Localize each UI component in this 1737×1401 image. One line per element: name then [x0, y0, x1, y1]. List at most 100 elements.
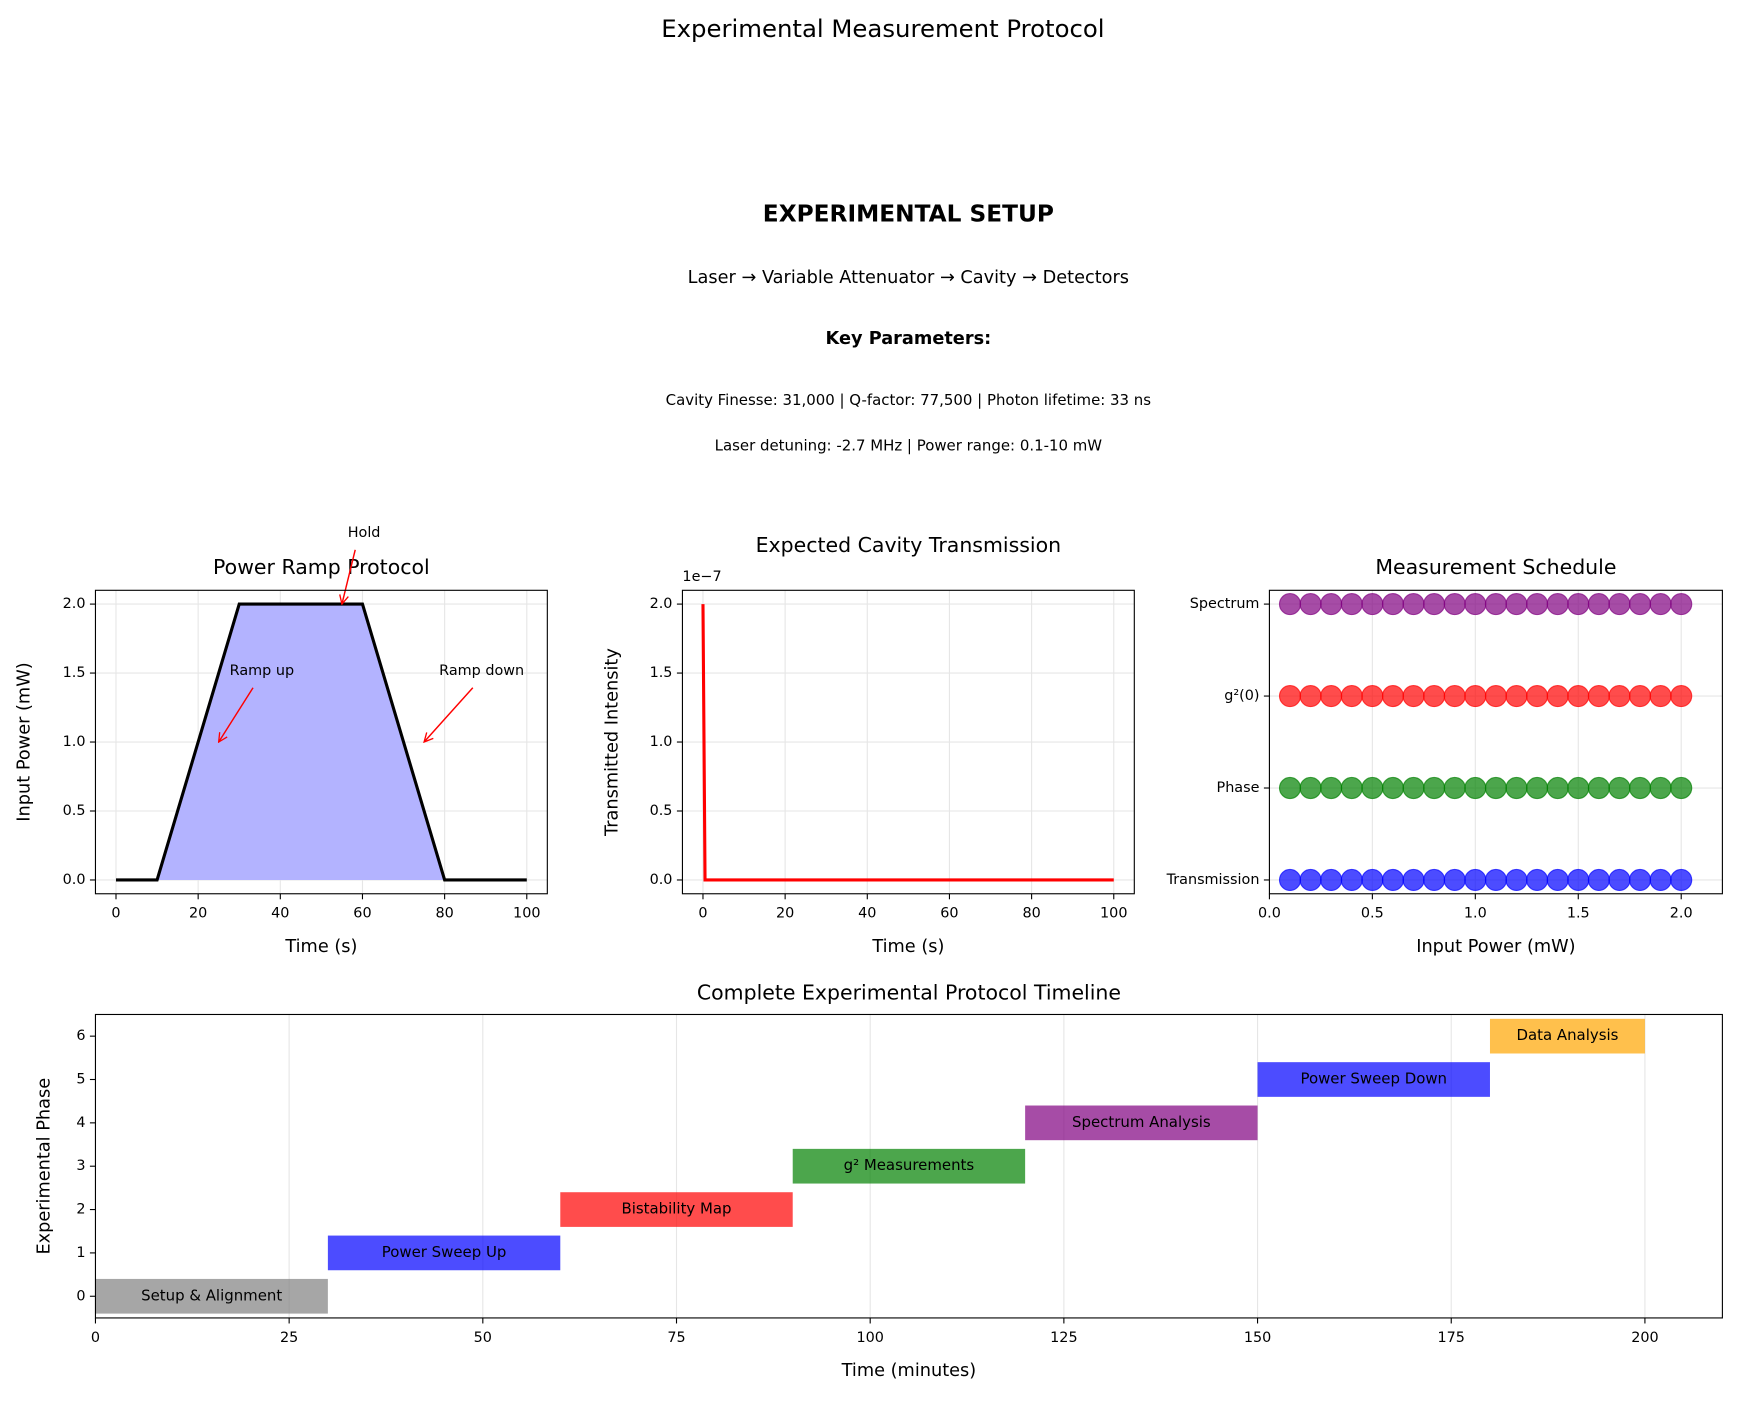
x-tick-label: 60: [353, 906, 371, 922]
point: [1340, 868, 1363, 892]
x-tick-label: 100: [856, 1330, 883, 1346]
task-bar: [327, 1235, 561, 1271]
task-bar: [1025, 1105, 1258, 1141]
x-tick-label: 60: [940, 906, 958, 922]
task-label: Spectrum Analysis: [1072, 1113, 1211, 1131]
point: [1464, 868, 1487, 892]
x-axis-label: Time (s): [284, 937, 357, 957]
x-tick-label: 125: [1050, 1330, 1077, 1346]
y-axis-label: Experimental Phase: [35, 1078, 55, 1255]
x-tick-label: 150: [1244, 1330, 1271, 1346]
y-tick-label: 1.0: [650, 734, 673, 750]
params-line: Cavity Finesse: 31,000 | Q-factor: 77,50…: [666, 391, 1152, 409]
setup-chain: Laser → Variable Attenuator → Cavity → D…: [688, 268, 1129, 288]
point: [1546, 684, 1569, 708]
x-tick-label: 2.0: [1670, 906, 1693, 922]
point: [1608, 593, 1631, 616]
point: [1505, 684, 1528, 708]
y-tick-label: 2.0: [63, 596, 86, 612]
task-bar: [95, 1278, 328, 1314]
point: [1505, 593, 1528, 616]
x-tick-label: 100: [1100, 906, 1127, 922]
x-tick-label: 25: [280, 1330, 298, 1346]
point: [1505, 868, 1528, 892]
point: [1423, 684, 1446, 708]
point: [1526, 868, 1549, 892]
point: [1402, 868, 1425, 892]
y-tick-label: 5: [76, 1072, 85, 1088]
x-tick-label: 40: [858, 906, 876, 922]
params-line: Laser detuning: -2.7 MHz | Power range: …: [715, 436, 1103, 454]
setup-heading: EXPERIMENTAL SETUP: [763, 200, 1054, 227]
task-bar: [1489, 1018, 1645, 1054]
point: [1670, 684, 1693, 708]
point: [1526, 684, 1549, 708]
y-tick-label: 2.0: [650, 596, 673, 612]
point: [1381, 684, 1405, 708]
point: [1423, 776, 1446, 800]
task-label: Data Analysis: [1516, 1026, 1618, 1044]
y-tick-label: 4: [76, 1115, 85, 1131]
x-axis-label: Time (s): [871, 937, 944, 957]
y-offset-label: 1e−7: [682, 569, 721, 585]
point: [1670, 593, 1693, 616]
x-tick-label: 0: [698, 906, 707, 922]
plot-area: [1269, 590, 1723, 894]
point: [1464, 776, 1487, 800]
params-heading: Key Parameters:: [826, 329, 992, 349]
point: [1567, 684, 1590, 708]
point: [1649, 684, 1672, 708]
point: [1526, 593, 1549, 616]
figure-title: Experimental Measurement Protocol: [661, 14, 1104, 43]
point: [1670, 868, 1693, 892]
point: [1278, 868, 1302, 892]
point: [1567, 776, 1590, 800]
x-tick-label: 1.0: [1464, 906, 1487, 922]
x-tick-label: 50: [474, 1330, 492, 1346]
point: [1484, 868, 1507, 892]
y-tick-label: 1: [76, 1245, 85, 1261]
chart-title: Power Ramp Protocol: [213, 555, 430, 579]
point: [1320, 593, 1343, 616]
point: [1423, 868, 1446, 892]
point: [1381, 593, 1405, 616]
point: [1423, 593, 1446, 616]
x-tick-label: 40: [271, 906, 289, 922]
point: [1567, 868, 1590, 892]
point: [1484, 776, 1507, 800]
point: [1587, 684, 1610, 708]
y-tick-label: 0.0: [63, 872, 86, 888]
point: [1546, 593, 1569, 616]
point: [1464, 684, 1487, 708]
y-tick-label: 3: [76, 1158, 85, 1174]
x-tick-label: 80: [435, 906, 453, 922]
point: [1649, 776, 1672, 800]
point: [1299, 593, 1322, 616]
task-bar: [1257, 1062, 1490, 1097]
y-tick-label: Spectrum: [1190, 596, 1260, 612]
y-tick-label: 0.0: [650, 872, 673, 888]
point: [1526, 776, 1549, 800]
point: [1340, 593, 1363, 616]
point: [1299, 684, 1322, 708]
point: [1361, 776, 1384, 800]
y-tick-label: Transmission: [1166, 872, 1260, 888]
point: [1587, 593, 1610, 616]
point: [1608, 776, 1631, 800]
point: [1361, 684, 1384, 708]
task-label: Setup & Alignment: [141, 1286, 282, 1304]
axes-frame: [94, 1013, 1723, 1319]
task-label: g² Measurements: [844, 1156, 975, 1174]
x-tick-label: 80: [1022, 906, 1040, 922]
point: [1546, 868, 1569, 892]
point: [1628, 684, 1652, 708]
task-label: Bistability Map: [621, 1200, 731, 1218]
annotation: Ramp down: [439, 663, 524, 679]
axes-frame: [681, 589, 1135, 895]
point: [1361, 593, 1384, 616]
chart-title: Measurement Schedule: [1375, 555, 1616, 579]
y-tick-label: 2: [76, 1202, 85, 1218]
annotation-arrow: [219, 687, 254, 742]
point: [1443, 684, 1466, 708]
